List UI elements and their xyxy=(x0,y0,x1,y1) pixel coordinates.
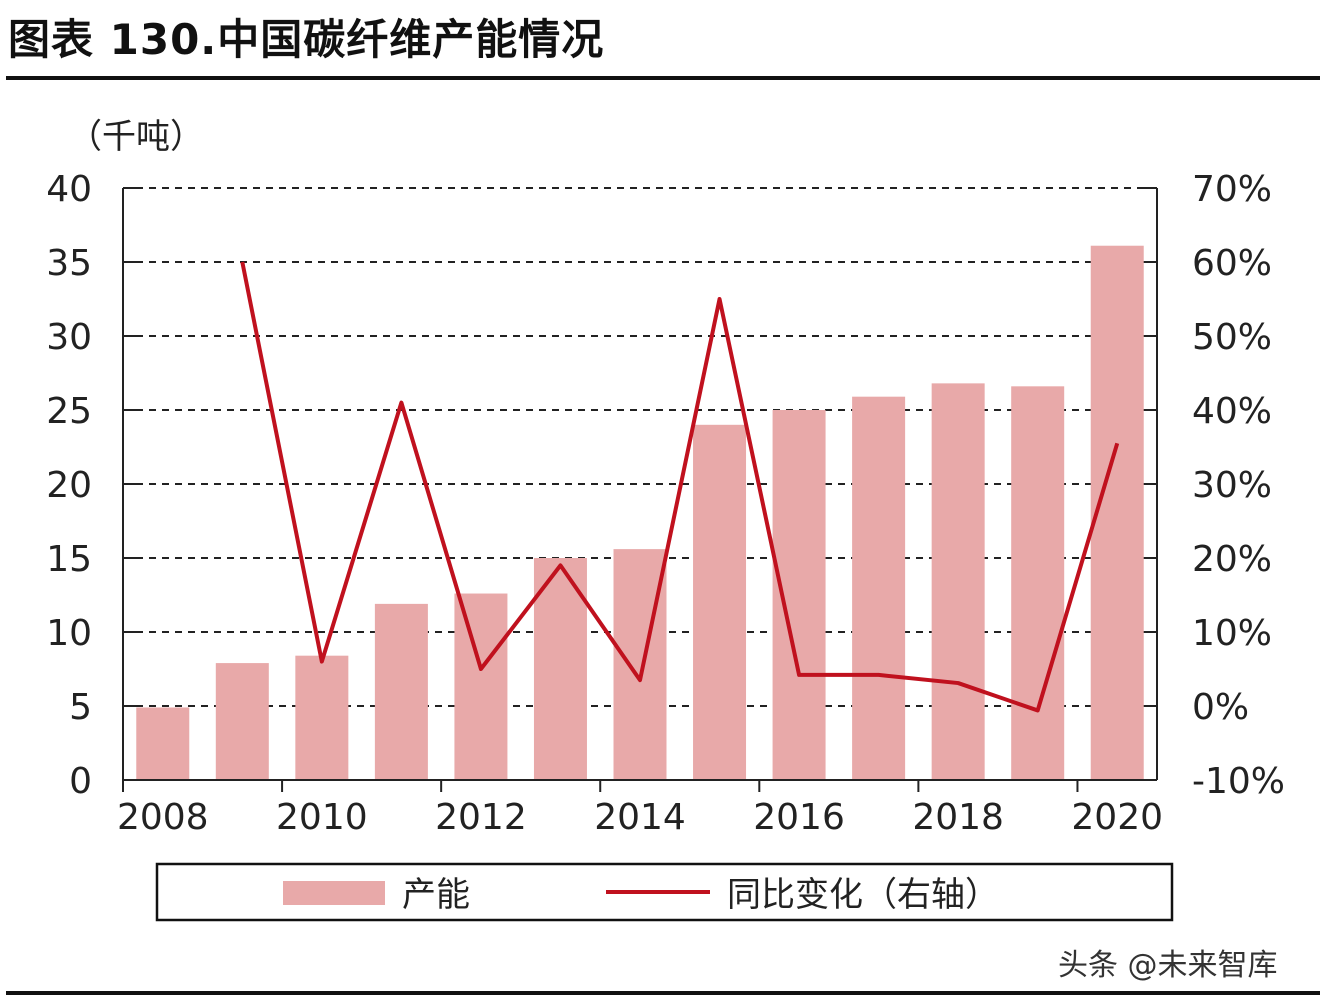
watermark: 头条 @未来智库 xyxy=(1058,948,1278,983)
legend-swatch-bar xyxy=(283,881,385,905)
bar xyxy=(1011,386,1065,780)
x-tick-label: 2014 xyxy=(594,797,686,838)
right-tick-label: 60% xyxy=(1192,243,1272,284)
x-tick-label: 2008 xyxy=(117,797,209,838)
left-axis-unit: （千吨） xyxy=(68,117,204,157)
left-tick-label: 15 xyxy=(46,539,92,580)
bar xyxy=(931,383,985,780)
bar xyxy=(533,558,587,780)
right-tick-label: 40% xyxy=(1192,391,1272,432)
legend-label-bar: 产能 xyxy=(402,875,470,915)
right-tick-label: 50% xyxy=(1192,317,1272,358)
x-tick-label: 2018 xyxy=(912,797,1004,838)
legend: 产能 同比变化（右轴） xyxy=(155,862,1174,922)
left-tick-label: 20 xyxy=(46,465,92,506)
left-tick-label: 5 xyxy=(69,687,92,728)
yoy-line xyxy=(240,261,1120,713)
grid-lines xyxy=(123,187,1157,707)
line-series xyxy=(240,261,1120,713)
page-title: 图表 130.中国碳纤维产能情况 xyxy=(8,15,605,64)
legend-label-line: 同比变化（右轴） xyxy=(727,875,999,915)
left-tick-label: 30 xyxy=(46,317,92,358)
left-tick-label: 35 xyxy=(46,243,92,284)
right-tick-label: 70% xyxy=(1192,169,1272,210)
bar xyxy=(852,396,906,780)
title-divider xyxy=(6,76,1320,80)
right-tick-label: 30% xyxy=(1192,465,1272,506)
left-tick-label: 40 xyxy=(46,169,92,210)
left-tick-label: 25 xyxy=(46,391,92,432)
x-tick-label: 2010 xyxy=(276,797,368,838)
bar xyxy=(136,707,190,780)
right-tick-label: 20% xyxy=(1192,539,1272,580)
bar xyxy=(454,593,508,780)
bar xyxy=(215,663,269,780)
x-tick-label: 2020 xyxy=(1071,797,1163,838)
bar xyxy=(693,424,747,780)
bar xyxy=(374,603,428,780)
bar-series xyxy=(136,245,1144,781)
x-tick-label: 2012 xyxy=(435,797,527,838)
right-tick-label: 0% xyxy=(1192,687,1249,728)
left-tick-label: 0 xyxy=(69,761,92,802)
bar xyxy=(295,655,349,780)
bar xyxy=(1090,245,1144,781)
left-tick-label: 10 xyxy=(46,613,92,654)
bottom-divider xyxy=(6,991,1320,995)
axes: 0 -10%5 0%10 10%15 20%20 30%25 40%30 50%35 60%40… xyxy=(46,169,1285,838)
right-tick-label: -10% xyxy=(1192,761,1285,802)
x-tick-label: 2016 xyxy=(753,797,845,838)
right-tick-label: 10% xyxy=(1192,613,1272,654)
